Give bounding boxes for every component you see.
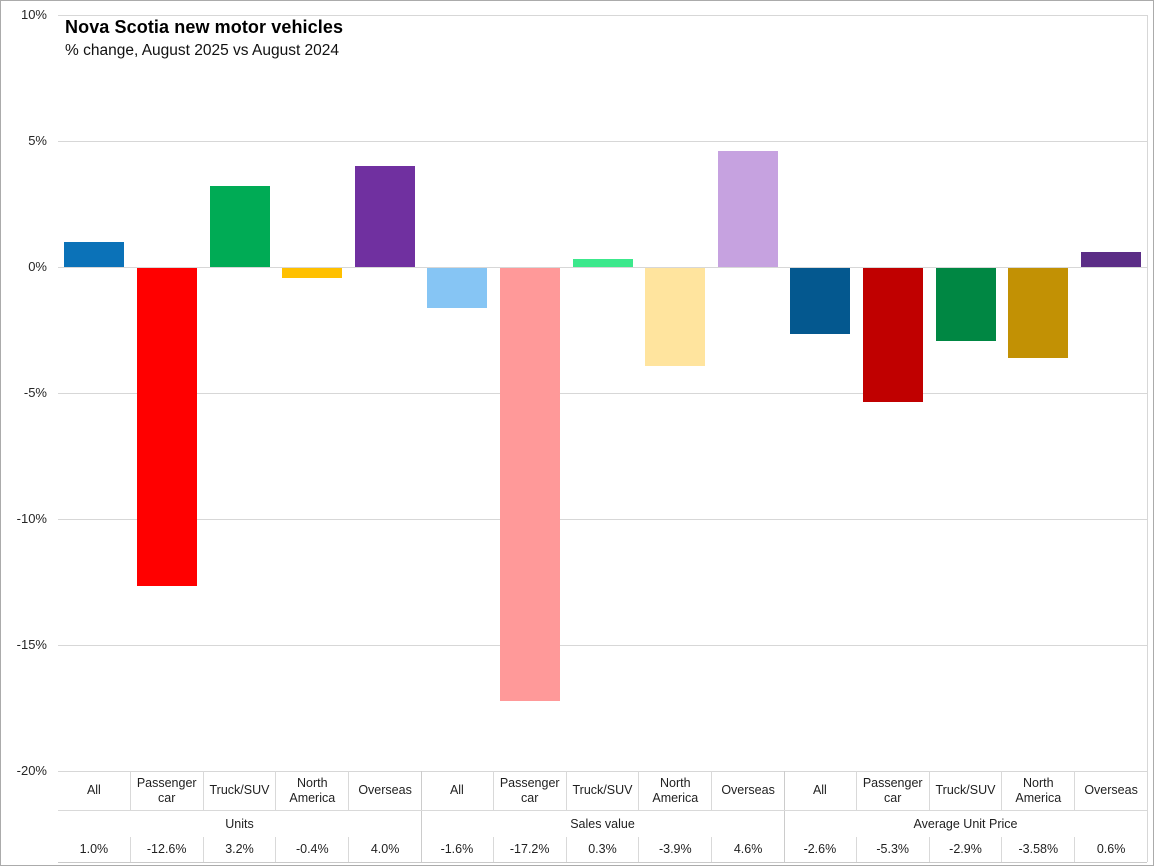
table-group-separator: [421, 771, 422, 862]
table-category-row: All Passenger car Truck/SUV North America Ov…: [58, 771, 421, 811]
gridline: [58, 141, 1147, 142]
table-value-units-all: 1.0%: [58, 837, 131, 862]
table-category-label-overseas: Overseas: [358, 783, 412, 797]
table-value-average-unit-price-north-america: -3.58%: [1002, 837, 1076, 862]
y-axis-tick-label: -20%: [16, 763, 47, 778]
y-axis-tick-label: 10%: [20, 7, 47, 22]
gridline: [58, 645, 1147, 646]
table-category-label-north-america: North America: [639, 771, 713, 810]
bar-units-all: [64, 241, 125, 267]
table-value-row: 1.0% -12.6% 3.2% -0.4% 4.0%: [58, 837, 421, 862]
table-group-separator: [784, 771, 785, 862]
gridline: [58, 519, 1147, 520]
gridline: [58, 267, 1147, 268]
bar-units-truck-suv: [209, 186, 270, 267]
table-category-row: All Passenger car Truck/SUV North America Ov…: [784, 771, 1147, 811]
table-category-label-truck-suv: Truck/SUV: [930, 771, 1003, 810]
bar-average-unit-price-truck-suv: [935, 268, 996, 342]
bar-units-north-america: [282, 268, 343, 279]
y-axis-tick-label: -5%: [23, 385, 47, 400]
table-value-average-unit-price-overseas: 0.6%: [1096, 842, 1126, 856]
table-value-sales-value-passenger-car: -17.2%: [494, 837, 567, 862]
table-category-label-all: All: [784, 771, 857, 810]
bar-sales-value-truck-suv: [572, 259, 633, 267]
gridline: [58, 771, 1147, 772]
table-category-label-passenger-car: Passenger car: [131, 771, 204, 810]
table-category-row: All Passenger car Truck/SUV North America Ov…: [421, 771, 784, 811]
table-category-label-north-america: North America: [1002, 771, 1076, 810]
table-value-average-unit-price-truck-suv: -2.9%: [930, 837, 1003, 862]
table-value-row: -2.6% -5.3% -2.9% -3.58% 0.6%: [784, 837, 1147, 862]
bar-sales-value-all: [427, 268, 488, 309]
table-value-sales-value-all: -1.6%: [421, 837, 494, 862]
bar-average-unit-price-overseas: [1080, 251, 1141, 267]
bar-average-unit-price-passenger-car: [862, 268, 923, 402]
bar-sales-value-passenger-car: [499, 268, 560, 702]
table-value-sales-value-overseas: 4.6%: [733, 842, 763, 856]
chart-title: Nova Scotia new motor vehicles: [65, 17, 344, 37]
table-value-units-truck-suv: 3.2%: [204, 837, 277, 862]
bar-average-unit-price-north-america: [1008, 268, 1069, 359]
table-category-label-all: All: [58, 771, 131, 810]
gridline: [58, 15, 1147, 16]
y-axis-tick-label: -15%: [16, 637, 47, 652]
bar-sales-value-north-america: [645, 268, 706, 367]
table-value-sales-value-north-america: -3.9%: [639, 837, 713, 862]
bar-average-unit-price-all: [790, 268, 851, 334]
title-block: Nova Scotia new motor vehicles % change,…: [65, 17, 343, 60]
bar-sales-value-overseas: [717, 151, 778, 267]
table-group-average-unit-price: All Passenger car Truck/SUV North America Ov…: [784, 771, 1147, 862]
table-group-units: All Passenger car Truck/SUV North America Ov…: [58, 771, 421, 862]
data-table: All Passenger car Truck/SUV North America Ov…: [58, 771, 1147, 863]
bar-units-overseas: [354, 166, 415, 267]
table-group-sales-value: All Passenger car Truck/SUV North America Ov…: [421, 771, 784, 862]
bar-units-passenger-car: [136, 268, 197, 586]
table-category-label-all: All: [421, 771, 494, 810]
table-value-average-unit-price-all: -2.6%: [784, 837, 857, 862]
table-category-label-passenger-car: Passenger car: [494, 771, 567, 810]
table-value-sales-value-truck-suv: 0.3%: [567, 837, 640, 862]
chart-subtitle: % change, August 2025 vs August 2024: [65, 42, 340, 59]
table-category-label-overseas: Overseas: [1084, 783, 1138, 797]
table-group-label-average-unit-price: Average Unit Price: [913, 817, 1018, 831]
gridline: [58, 393, 1147, 394]
table-value-average-unit-price-passenger-car: -5.3%: [857, 837, 930, 862]
table-category-label-north-america: North America: [276, 771, 350, 810]
table-group-label-sales-value: Sales value: [570, 817, 635, 831]
plot-right-spine: [1147, 15, 1148, 862]
y-axis-tick-label: 5%: [28, 133, 47, 148]
y-axis-tick-label: -10%: [16, 511, 47, 526]
table-category-label-truck-suv: Truck/SUV: [204, 771, 277, 810]
table-category-label-overseas: Overseas: [721, 783, 775, 797]
table-group-label-units: Units: [225, 817, 254, 831]
y-axis-tick-label: 0%: [28, 259, 47, 274]
table-category-label-passenger-car: Passenger car: [857, 771, 930, 810]
table-value-units-north-america: -0.4%: [276, 837, 350, 862]
table-value-row: -1.6% -17.2% 0.3% -3.9% 4.6%: [421, 837, 784, 862]
table-value-units-overseas: 4.0%: [370, 842, 400, 856]
table-category-label-truck-suv: Truck/SUV: [567, 771, 640, 810]
table-value-units-passenger-car: -12.6%: [131, 837, 204, 862]
